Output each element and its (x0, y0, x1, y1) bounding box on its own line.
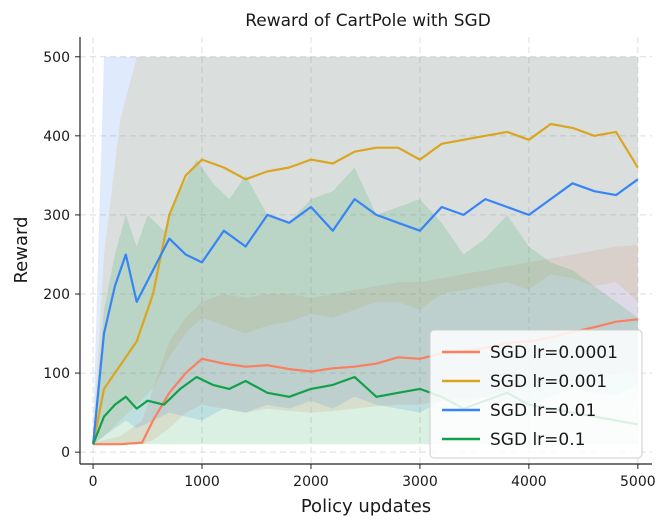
band-series-0 (93, 245, 638, 445)
band-series-1 (93, 56, 638, 445)
y-tick-label-5: 500 (43, 50, 70, 66)
grid (80, 37, 652, 464)
x-axis-label: Policy updates (301, 496, 431, 517)
y-axis-label: Reward (11, 216, 32, 283)
y-tick-label-1: 100 (43, 366, 70, 382)
y-tick-label-4: 400 (43, 129, 70, 145)
legend-label-1: SGD lr=0.001 (490, 372, 607, 392)
legend-box (429, 329, 643, 459)
x-ticks: 0 1000 2000 3000 4000 5000 (89, 464, 656, 490)
y-tick-label-0: 0 (61, 445, 70, 461)
x-tick-label-0: 0 (89, 474, 98, 490)
line-series-2 (92, 178, 639, 445)
legend-label-0: SGD lr=0.0001 (490, 343, 618, 363)
y-ticks: 0 100 200 300 400 500 (43, 50, 80, 461)
y-tick-label-3: 300 (43, 208, 70, 224)
y-tick-label-2: 200 (43, 287, 70, 303)
x-tick-label-5: 5000 (620, 474, 656, 490)
chart-title: Reward of CartPole with SGD (245, 11, 491, 31)
legend: SGD lr=0.0001 SGD lr=0.001 SGD lr=0.01 SGD … (429, 329, 643, 459)
x-tick-label-4: 4000 (511, 474, 547, 490)
legend-label-3: SGD lr=0.1 (490, 430, 585, 450)
x-tick-label-1: 1000 (184, 474, 220, 490)
legend-label-2: SGD lr=0.01 (490, 401, 596, 421)
axes (79, 37, 652, 465)
x-tick-label-3: 3000 (402, 474, 438, 490)
x-tick-label-2: 2000 (293, 474, 329, 490)
